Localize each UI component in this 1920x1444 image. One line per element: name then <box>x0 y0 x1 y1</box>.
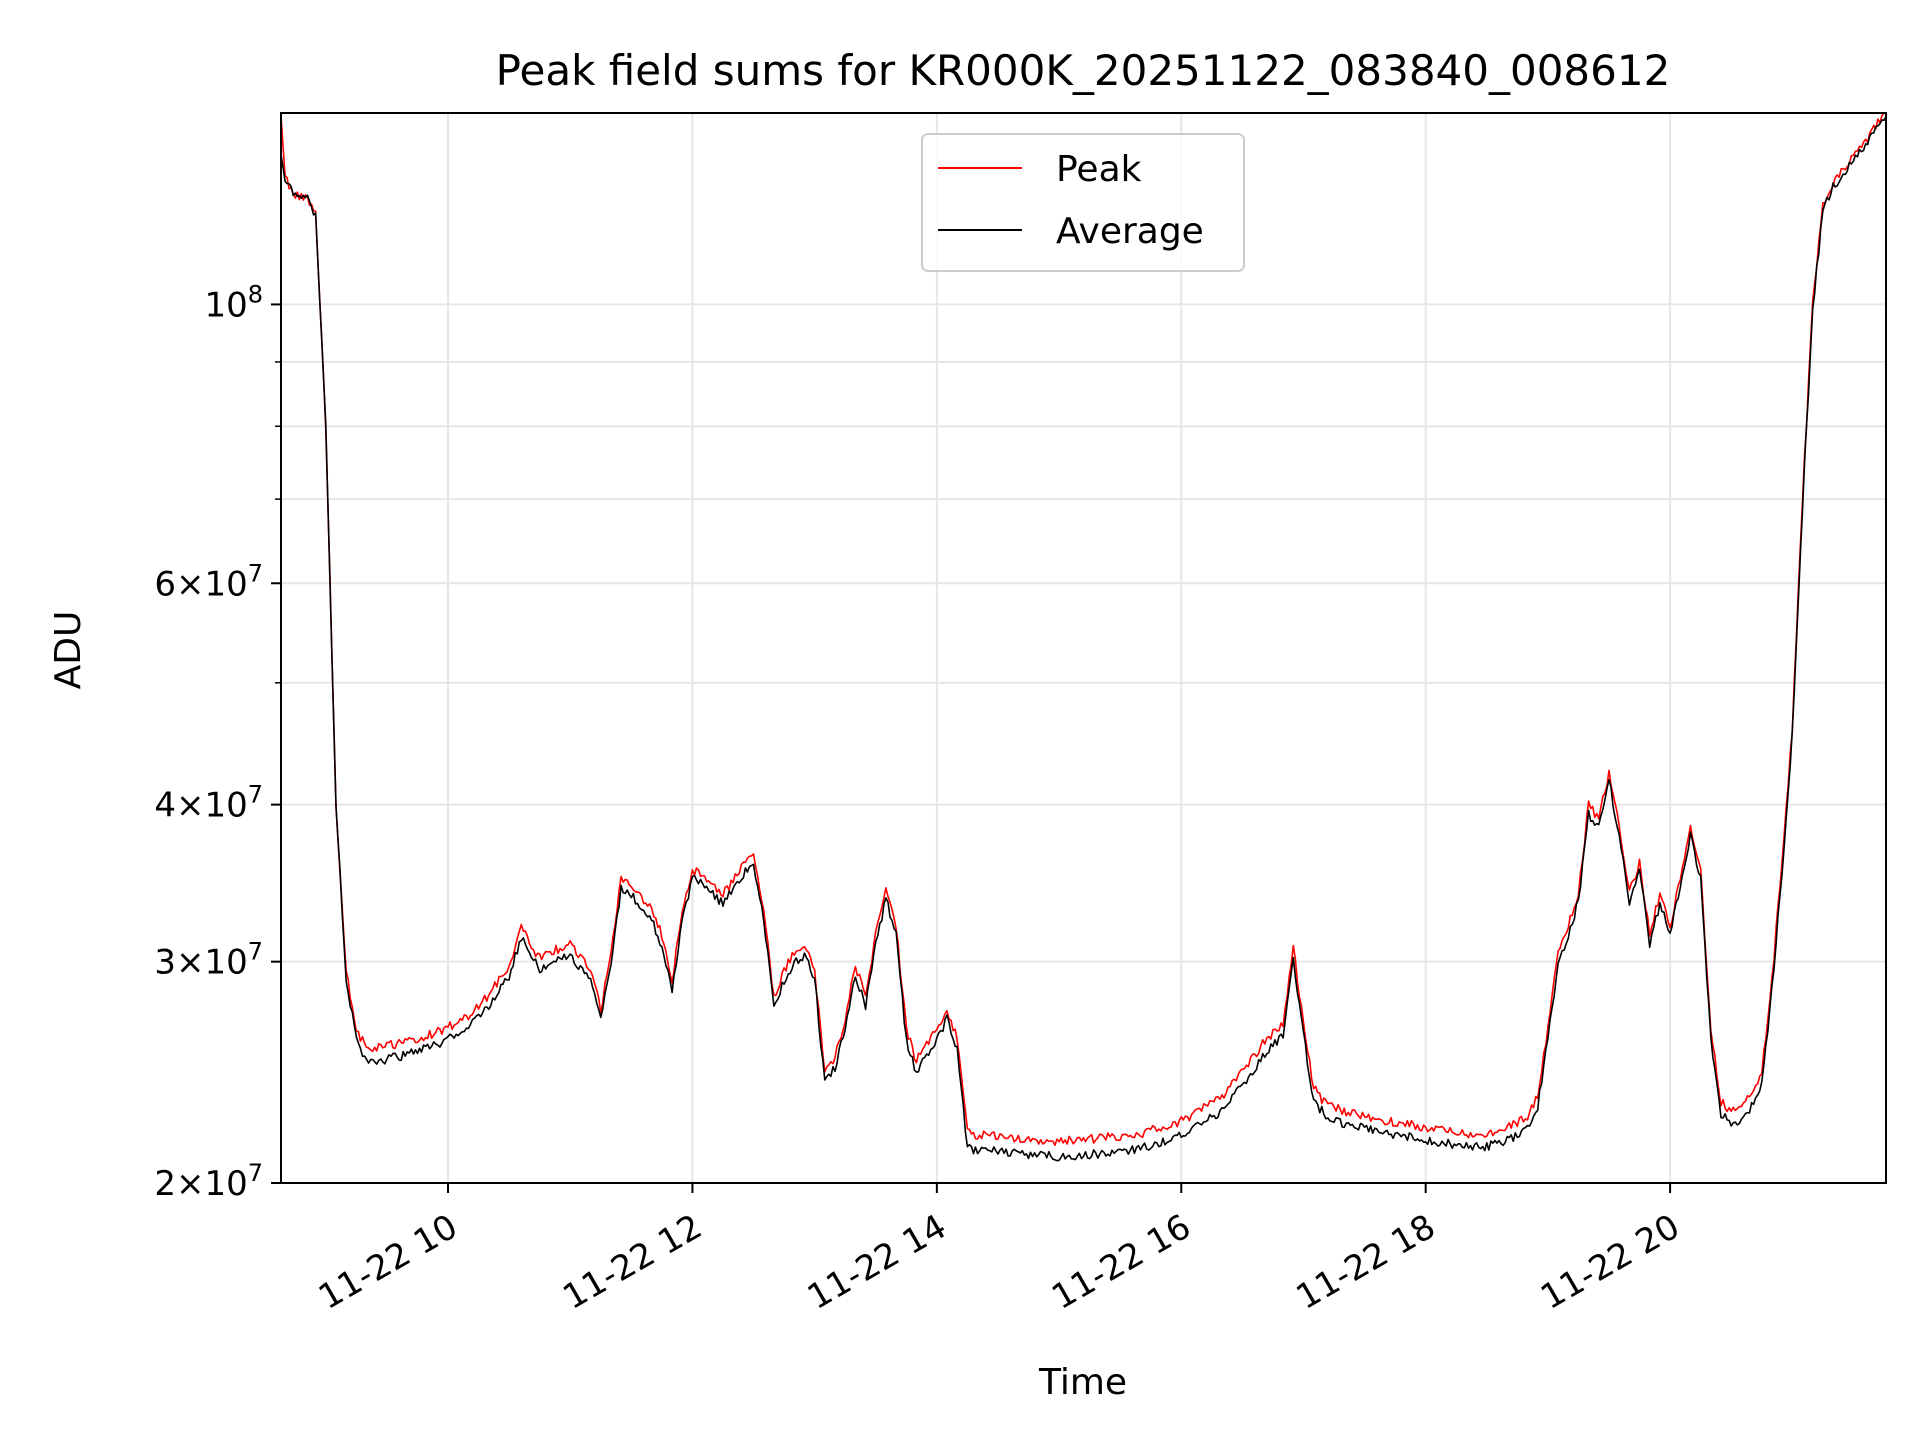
chart-title: Peak field sums for KR000K_20251122_0838… <box>496 46 1671 95</box>
y-tick-label: 108 <box>204 280 263 325</box>
legend-average-label: Average <box>1056 211 1204 252</box>
y-tick-label: 4×107 <box>154 781 263 826</box>
axes-frame <box>280 112 1887 1184</box>
series-line-peak <box>281 113 1886 1146</box>
y-axis-label: ADU <box>48 611 89 690</box>
y-tick-label: 2×107 <box>154 1159 263 1204</box>
y-tick-label: 6×107 <box>154 559 263 604</box>
series-line-average <box>281 116 1886 1162</box>
y-tick-label: 3×107 <box>154 938 263 983</box>
series-layer <box>281 113 1886 1162</box>
legend-peak-label: Peak <box>1056 149 1142 190</box>
legend: Peak Average <box>921 133 1245 272</box>
x-axis-label: Time <box>1038 1362 1127 1403</box>
